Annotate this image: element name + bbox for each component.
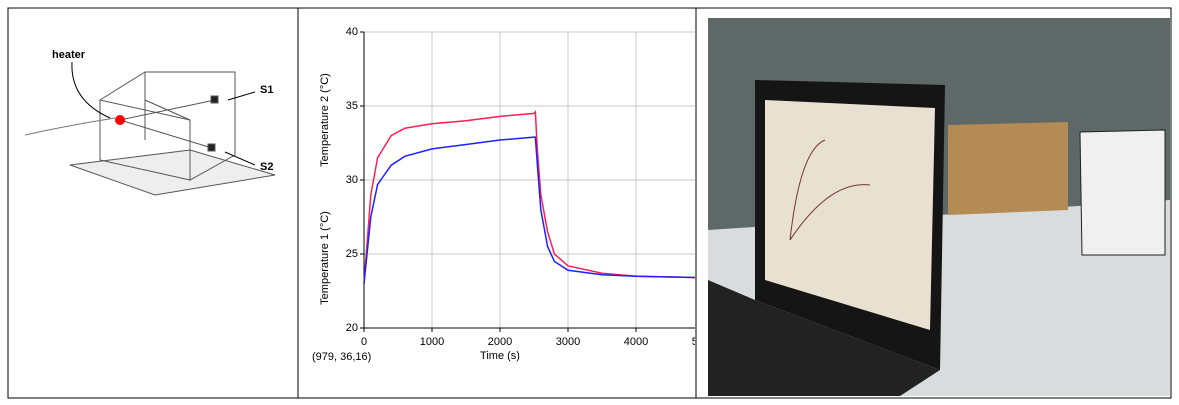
annotation: (979, 36,16): [312, 351, 371, 363]
frame: [7, 7, 1172, 399]
y-tick-label: 30: [346, 174, 358, 186]
chart: 20 25 30 35 40 0 1000 2000 3000 4000 5000: [346, 26, 716, 348]
photo: [708, 18, 1170, 396]
x-tick-label: 4000: [624, 336, 648, 348]
x-tick-label: 5000: [692, 336, 716, 348]
x-tick-label: 1000: [420, 336, 444, 348]
x-tick-label: 2000: [488, 336, 512, 348]
diagram-label: S2: [260, 161, 273, 173]
y-tick-label: 25: [346, 248, 358, 260]
y-axis-label: Temperature 1 (°C): [319, 211, 331, 305]
y-tick-label: 20: [346, 322, 358, 334]
line-series: [363, 136, 695, 284]
y-tick-label: 40: [346, 26, 358, 38]
x-tick-label: 0: [361, 336, 367, 348]
box-diagram: [24, 61, 276, 196]
line-series: [363, 110, 695, 284]
x-axis-label: Time (s): [480, 350, 520, 362]
y-axis-label: Temperature 2 (°C): [319, 73, 331, 167]
diagram-label: heater: [52, 49, 86, 61]
y-tick-label: 35: [346, 100, 358, 112]
diagram-label: S1: [260, 84, 273, 96]
x-tick-label: 3000: [556, 336, 580, 348]
